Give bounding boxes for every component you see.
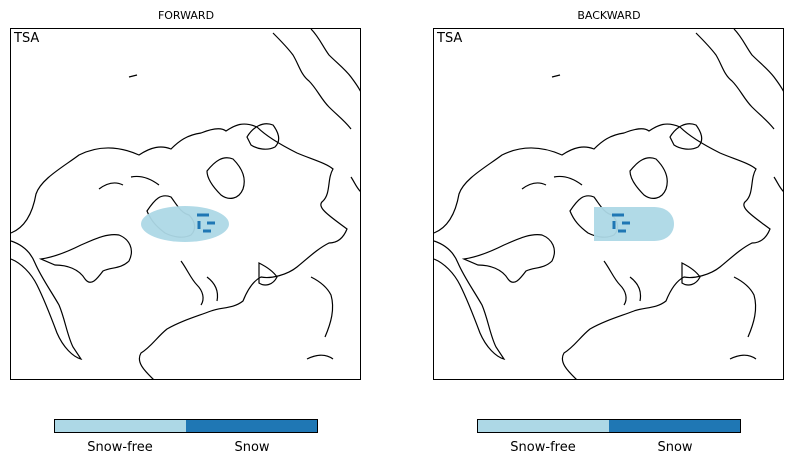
snow-free-area xyxy=(594,207,674,241)
colorbar-label-snow-free: Snow-free xyxy=(510,440,576,455)
region-label-backward: TSA xyxy=(437,31,463,46)
map-svg-forward xyxy=(11,29,360,379)
map-backward[interactable]: TSA xyxy=(433,28,784,380)
colorbar-segment-snow-free xyxy=(55,420,186,432)
snow-free-area xyxy=(141,206,229,242)
panel-title-forward: FORWARD xyxy=(157,9,215,22)
colorbar-forward xyxy=(54,419,318,433)
colorbar-label-snow-free: Snow-free xyxy=(87,440,153,455)
region-label-forward: TSA xyxy=(14,31,40,46)
colorbar-segment-snow xyxy=(609,420,740,432)
colorbar-segment-snow xyxy=(186,420,317,432)
colorbar-label-snow: Snow xyxy=(234,440,270,455)
snow-markers xyxy=(612,213,630,233)
colorbar-label-snow: Snow xyxy=(657,440,693,455)
colorbar-backward xyxy=(477,419,741,433)
map-svg-backward xyxy=(434,29,783,379)
colorbar-segment-snow-free xyxy=(478,420,609,432)
snow-markers xyxy=(197,213,215,233)
panel-title-backward: BACKWARD xyxy=(577,9,641,22)
map-forward[interactable]: TSA xyxy=(10,28,361,380)
